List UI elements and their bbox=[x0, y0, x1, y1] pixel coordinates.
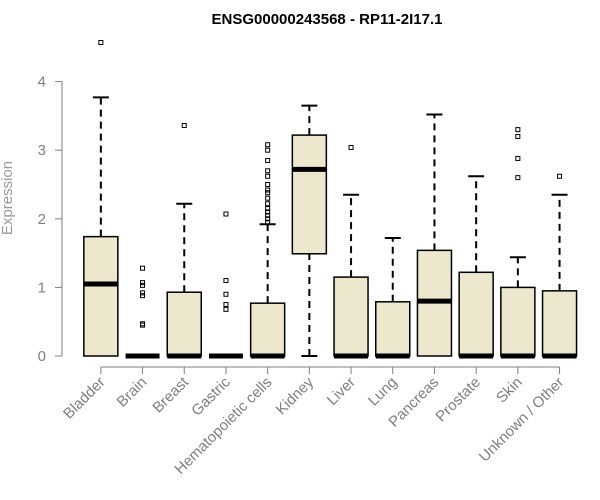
outlier-point bbox=[223, 211, 229, 217]
box-prostate bbox=[458, 175, 494, 359]
box-iqr bbox=[166, 291, 202, 357]
outlier-point bbox=[265, 187, 271, 193]
outlier-point bbox=[265, 147, 271, 153]
outlier-point bbox=[223, 306, 229, 312]
outlier-point bbox=[265, 216, 271, 222]
outlier-point bbox=[515, 133, 521, 139]
outlier-point bbox=[140, 322, 146, 328]
box-iqr bbox=[500, 286, 536, 357]
outlier-point bbox=[223, 291, 229, 297]
outlier-point bbox=[140, 280, 146, 286]
x-tick-label: Brain bbox=[114, 374, 151, 411]
outlier-point bbox=[98, 39, 104, 45]
y-tick-label: 4 bbox=[38, 74, 46, 91]
outlier-point bbox=[265, 212, 271, 218]
box-bladder bbox=[83, 39, 119, 357]
box-pancreas bbox=[416, 113, 453, 357]
box-iqr bbox=[249, 302, 286, 357]
box-lung bbox=[375, 237, 411, 359]
y-tick-label: 3 bbox=[38, 142, 46, 159]
outlier-point bbox=[140, 293, 146, 299]
box-iqr bbox=[375, 301, 411, 357]
outlier-point bbox=[140, 290, 146, 296]
outlier-point bbox=[140, 282, 146, 288]
outlier-point bbox=[265, 219, 271, 225]
outlier-point bbox=[265, 195, 271, 201]
y-tick-label: 1 bbox=[38, 279, 46, 296]
outlier-point bbox=[265, 173, 271, 179]
box-iqr bbox=[83, 235, 119, 357]
outlier-point bbox=[140, 321, 146, 327]
outlier-point bbox=[265, 168, 271, 174]
box-breast bbox=[166, 123, 202, 359]
x-tick-label: Liver bbox=[324, 374, 359, 409]
box-iqr bbox=[291, 134, 328, 255]
x-tick-label: Prostate bbox=[432, 374, 484, 426]
outlier-point bbox=[557, 173, 563, 179]
box-hematopoietic-cells bbox=[249, 142, 286, 359]
outlier-point bbox=[265, 209, 271, 215]
box-unknown-other bbox=[541, 173, 578, 359]
x-tick-label: Bladder bbox=[60, 374, 109, 423]
outlier-point bbox=[265, 190, 271, 196]
y-axis: 0 1 2 3 4 bbox=[38, 74, 63, 365]
outlier-point bbox=[265, 182, 271, 187]
x-tick-label: Breast bbox=[149, 373, 192, 416]
y-axis-label: Expression bbox=[0, 161, 16, 235]
box-iqr bbox=[458, 271, 494, 357]
x-tick-label: Lung bbox=[365, 374, 401, 410]
outlier-point bbox=[223, 278, 229, 284]
box-gastric bbox=[208, 211, 243, 359]
outlier-point bbox=[265, 157, 271, 163]
outlier-point bbox=[265, 142, 271, 148]
box-skin bbox=[500, 127, 536, 359]
plot-area bbox=[83, 39, 578, 359]
x-tick-label: Kidney bbox=[273, 373, 318, 418]
chart-title: ENSG00000243568 - RP11-2I17.1 bbox=[212, 11, 443, 28]
y-tick-label: 2 bbox=[38, 211, 46, 228]
outlier-point bbox=[223, 302, 229, 308]
box-liver bbox=[333, 144, 369, 359]
outlier-point bbox=[515, 175, 521, 181]
box-iqr bbox=[541, 290, 578, 357]
outlier-point bbox=[140, 265, 146, 271]
outlier-point bbox=[515, 155, 521, 161]
outlier-point bbox=[265, 201, 271, 207]
y-tick-label: 0 bbox=[38, 348, 46, 365]
box-brain bbox=[125, 265, 160, 359]
outlier-point bbox=[515, 127, 521, 133]
outlier-point bbox=[181, 123, 187, 129]
box-kidney bbox=[291, 104, 328, 357]
outlier-point bbox=[265, 206, 271, 212]
x-tick-label: Skin bbox=[493, 374, 526, 407]
box-iqr bbox=[333, 276, 369, 357]
outlier-point bbox=[348, 144, 354, 150]
